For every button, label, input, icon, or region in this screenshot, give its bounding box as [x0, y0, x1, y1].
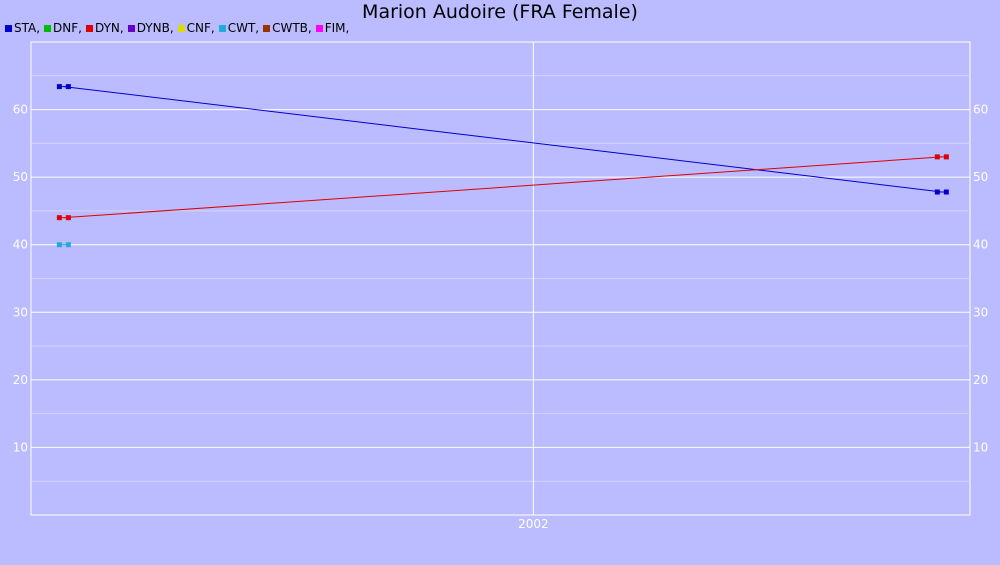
legend-label: DNF,: [53, 21, 82, 35]
legend-item: DYN,: [85, 21, 124, 35]
y-tick-label-right: 50: [973, 170, 988, 184]
y-tick-label-right: 20: [973, 373, 988, 387]
data-point-dyn: [56, 215, 62, 221]
legend-swatch: [315, 25, 323, 32]
legend-swatch: [127, 25, 135, 32]
series-line-sta: [63, 86, 942, 193]
data-point-cwt: [65, 242, 71, 248]
data-point-dyn: [65, 215, 71, 221]
legend-item: STA,: [5, 21, 40, 35]
legend-item: CWTB,: [263, 21, 312, 35]
y-tick-label-right: 40: [973, 238, 988, 252]
legend-item: CWT,: [218, 21, 260, 35]
legend-label: DYNB,: [136, 21, 174, 35]
y-tick-label-right: 30: [973, 305, 988, 319]
legend-swatch: [177, 25, 185, 32]
data-point-sta: [934, 189, 940, 195]
legend-swatch: [44, 25, 52, 32]
chart-title: Marion Audoire (FRA Female): [362, 1, 638, 23]
y-tick-label-right: 10: [973, 440, 988, 454]
y-tick-label-left: 20: [13, 373, 28, 387]
data-point-dyn: [934, 154, 940, 160]
legend-label: CNF,: [186, 21, 215, 35]
legend-item: CNF,: [177, 21, 215, 35]
legend-swatch: [263, 25, 271, 32]
y-tick-label-left: 50: [13, 170, 28, 184]
legend-label: DYN,: [94, 21, 124, 35]
data-point-sta: [56, 84, 62, 90]
legend-label: CWT,: [227, 21, 260, 35]
legend-item: DYNB,: [127, 21, 174, 35]
legend-item: FIM,: [315, 21, 350, 35]
legend-label: STA,: [14, 21, 41, 35]
data-point-sta: [65, 84, 71, 90]
y-tick-label-left: 60: [13, 103, 28, 117]
y-tick-label-right: 60: [973, 103, 988, 117]
legend-item: DNF,: [44, 21, 82, 35]
legend-swatch: [218, 25, 226, 32]
legend-swatch: [85, 25, 93, 32]
y-tick-label-left: 10: [13, 440, 28, 454]
data-point-dyn: [943, 154, 949, 160]
legend: STA, DNF, DYN, DYNB, CNF, CWT, CWTB, FIM,: [5, 21, 353, 35]
data-point-cwt: [56, 242, 62, 248]
y-tick-label-left: 30: [13, 305, 28, 319]
y-tick-label-left: 40: [13, 238, 28, 252]
legend-label: CWTB,: [272, 21, 312, 35]
legend-swatch: [5, 25, 12, 32]
x-tick-label: 2002: [518, 517, 549, 531]
legend-label: FIM,: [324, 21, 350, 35]
series-line-dyn: [63, 156, 942, 219]
data-point-sta: [943, 189, 949, 195]
